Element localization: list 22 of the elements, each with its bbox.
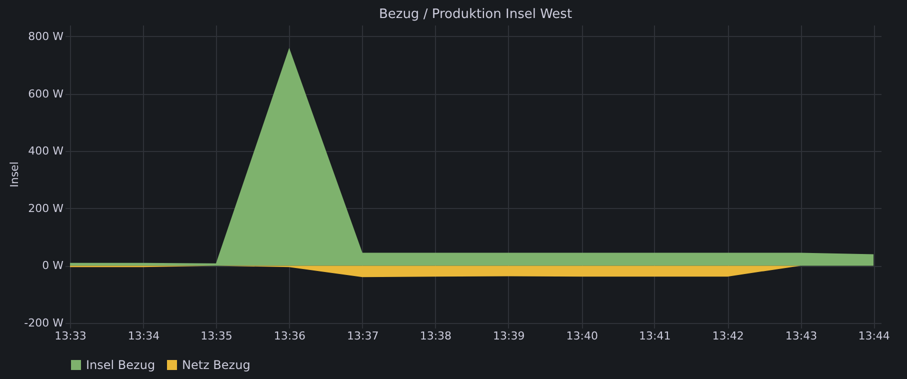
y-tick-label: 200 W	[28, 202, 64, 215]
x-tick-label: 13:44	[858, 330, 890, 342]
x-tick-label: 13:40	[566, 330, 598, 342]
x-tick-label: 13:33	[54, 330, 86, 342]
x-tick-label: 13:42	[712, 330, 744, 342]
y-axis-title: Insel	[8, 162, 22, 188]
x-tick-label: 13:43	[785, 330, 818, 342]
legend-label: Insel Bezug	[86, 358, 156, 372]
legend-label: Netz Bezug	[182, 358, 250, 372]
y-tick-label: 800 W	[28, 30, 64, 43]
x-tick-label: 13:36	[274, 330, 306, 342]
x-tick-label: 13:41	[639, 330, 671, 342]
x-tick-label: 13:35	[200, 330, 232, 342]
x-tick-label: 13:37	[347, 330, 379, 342]
x-tick-label: 13:38	[420, 330, 452, 342]
y-tick-label: 400 W	[28, 144, 64, 158]
chart-title: Bezug / Produktion Insel West	[378, 7, 572, 22]
x-tick-label: 13:39	[493, 330, 525, 342]
y-tick-label: 0 W	[42, 259, 64, 272]
y-tick-label: 600 W	[28, 87, 64, 100]
y-tick-label: -200 W	[24, 316, 64, 330]
x-tick-label: 13:34	[128, 330, 160, 342]
